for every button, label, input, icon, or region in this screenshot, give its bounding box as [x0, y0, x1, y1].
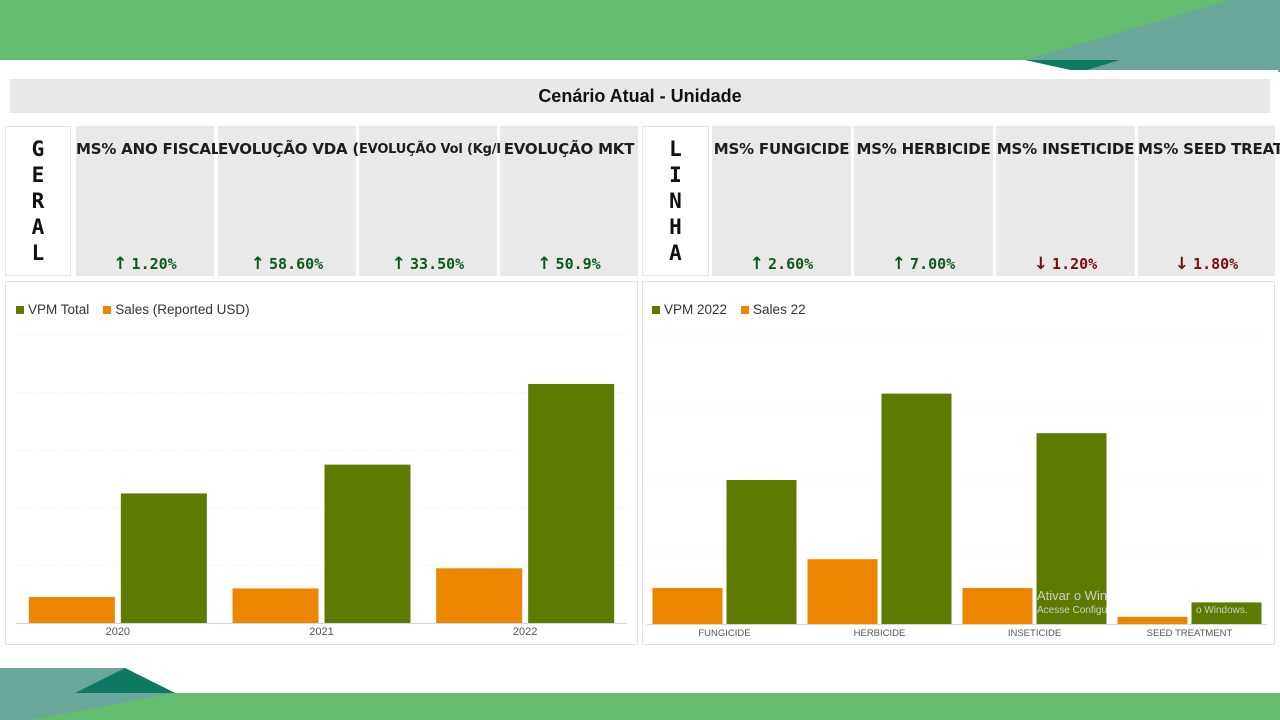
legend-vpm-2022[interactable]: VPM 2022 — [652, 302, 727, 317]
legend-vpm-total[interactable]: VPM Total — [16, 302, 89, 317]
watermark-line1: Ativar o Win — [1037, 588, 1108, 603]
kpi-value-row: ↑ 33.50% — [359, 254, 497, 274]
kpi-card: EVOLUÇÃO Vol (Kg/L) ↑ 33.50% — [359, 126, 511, 276]
x-tick-label: INSETICIDE — [1008, 628, 1061, 639]
bar-sales[interactable] — [652, 588, 723, 624]
x-tick-label: 2022 — [513, 626, 537, 638]
linha-letter: L — [669, 137, 682, 161]
kpi-title: MS% FUNGICIDE — [713, 140, 850, 158]
kpi-title: MS% INSETICIDE — [996, 140, 1135, 158]
kpi-title: EVOLUÇÃO Vol (Kg/L) — [359, 142, 511, 157]
kpi-card: MS% HERBICIDE ↑ 7.00% — [854, 126, 993, 276]
x-tick-label: FUNGICIDE — [698, 628, 750, 639]
bar-vpm[interactable] — [324, 464, 411, 623]
kpi-title: EVOLUÇÃO VDA ($) — [218, 140, 376, 158]
top-right-teal-shape — [1025, 0, 1280, 72]
legend-sales-reported[interactable]: Sales (Reported USD) — [103, 302, 250, 317]
kpi-title: MS% HERBICIDE — [856, 140, 991, 158]
geral-letter: G — [31, 137, 45, 161]
watermark-line2: Acesse Configu — [1037, 605, 1108, 616]
linha-letter: H — [669, 215, 682, 239]
geral-letter: E — [31, 163, 45, 187]
kpi-value-row: ↑ 7.00% — [854, 254, 993, 274]
legend-sales-22[interactable]: Sales 22 — [741, 302, 806, 317]
bar-vpm[interactable] — [1036, 433, 1107, 624]
bar-sales[interactable] — [28, 597, 115, 623]
bar-sales[interactable] — [962, 588, 1033, 624]
bar-sales[interactable] — [232, 588, 319, 623]
top-right-dark-shape — [1025, 60, 1120, 72]
geral-letter: A — [31, 215, 45, 239]
kpi-card: EVOLUÇÃO VDA ($) ↑ 58.60% — [218, 126, 376, 276]
kpi-value-row: ↓ 1.80% — [1138, 254, 1275, 274]
kpi-title: MS% ANO FISCAL — [76, 140, 221, 158]
chart1-svg: 2020 2021 2022 — [16, 334, 627, 638]
kpi-value: 58.60% — [269, 255, 324, 273]
chart2-legend: VPM 2022 Sales 22 — [652, 302, 806, 317]
kpi-value: 2.60% — [768, 255, 814, 273]
kpi-card: MS% ANO FISCAL ↑ 1.20% — [76, 126, 221, 276]
arrow-down-icon: ↓ — [1174, 254, 1190, 274]
bar-sales[interactable] — [436, 568, 523, 623]
bottom-band — [0, 693, 1280, 720]
kpi-value: 1.20% — [131, 255, 177, 273]
arrow-up-icon: ↑ — [891, 254, 907, 274]
x-tick-label: SEED TREATMENT — [1147, 628, 1233, 639]
kpi-value-row: ↑ 1.20% — [76, 254, 214, 274]
arrow-up-icon: ↑ — [113, 254, 128, 274]
arrow-up-icon: ↑ — [250, 254, 266, 274]
kpi-value-row: ↑ 58.60% — [218, 254, 356, 274]
kpi-value-row: ↓ 1.20% — [996, 254, 1135, 274]
kpi-value: 7.00% — [910, 255, 956, 273]
kpi-value: 50.9% — [555, 255, 601, 273]
kpi-value-row: ↑ 2.60% — [712, 254, 851, 274]
bar-sales[interactable] — [1117, 616, 1188, 624]
linha-letter: A — [669, 241, 682, 265]
kpi-card: MS% SEED TREAT. ↓ 1.80% — [1138, 126, 1280, 276]
bar-vpm[interactable] — [120, 493, 207, 623]
kpi-value-row: ↑ 50.9% — [500, 254, 638, 274]
kpi-value: 1.20% — [1052, 255, 1098, 273]
chart1-legend: VPM Total Sales (Reported USD) — [16, 302, 250, 317]
geral-letter: L — [31, 241, 45, 265]
kpi-value: 1.80% — [1193, 255, 1239, 273]
kpi-card: EVOLUÇÃO MKT ↑ 50.9% — [500, 126, 638, 276]
kpi-value: 33.50% — [410, 255, 465, 273]
kpi-card: MS% INSETICIDE ↓ 1.20% — [996, 126, 1135, 276]
arrow-up-icon: ↑ — [537, 254, 552, 274]
arrow-up-icon: ↑ — [391, 254, 407, 274]
chart-vpm-total-panel: VPM Total Sales (Reported USD) 2020 2021 2… — [5, 281, 638, 645]
geral-letter: R — [31, 189, 45, 213]
bar-vpm[interactable] — [881, 393, 952, 624]
bar-vpm[interactable] — [1191, 602, 1262, 624]
chart-vpm-2022-panel: VPM 2022 Sales 22 FUNGICIDE HERBICIDE INSE… — [642, 281, 1275, 645]
watermark-line3: o Windows. — [1196, 605, 1248, 616]
x-tick-label: 2021 — [309, 626, 333, 638]
kpi-card: MS% FUNGICIDE ↑ 2.60% — [712, 126, 851, 276]
bar-vpm[interactable] — [528, 383, 615, 623]
arrow-down-icon: ↓ — [1033, 254, 1049, 274]
kpi-title: MS% SEED TREAT. — [1138, 140, 1280, 158]
arrow-up-icon: ↑ — [749, 254, 765, 274]
x-tick-label: 2020 — [106, 626, 130, 638]
bar-vpm[interactable] — [726, 480, 797, 624]
kpi-title: EVOLUÇÃO MKT — [503, 140, 635, 158]
bottom-left-teal-shape — [0, 668, 175, 720]
bottom-left-dark-shape — [75, 668, 175, 693]
chart2-svg: FUNGICIDE HERBICIDE INSETICIDE SEED TREATME… — [647, 335, 1267, 639]
x-tick-label: HERBICIDE — [854, 628, 906, 639]
linha-letter: I — [669, 163, 682, 187]
linha-letter: N — [669, 189, 682, 213]
bar-sales[interactable] — [807, 559, 878, 624]
page-title: Cenário Atual - Unidade — [10, 79, 1270, 113]
